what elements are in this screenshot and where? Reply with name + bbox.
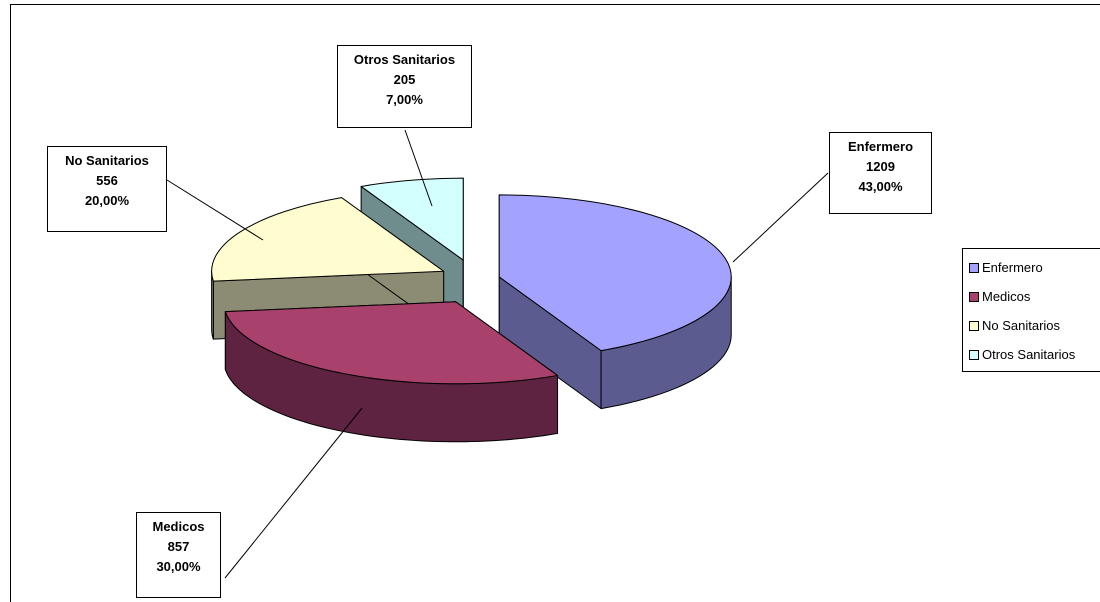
slice-top bbox=[224, 301, 559, 385]
legend-swatch bbox=[969, 262, 979, 273]
label-category: Medicos bbox=[152, 519, 205, 534]
label-percent: 20,00% bbox=[84, 193, 130, 208]
legend: Enfermero Medicos No Sanitarios Otros Sa… bbox=[962, 248, 1100, 372]
label-value: 857 bbox=[167, 539, 190, 554]
data-label-otros-sanitarios: Otros Sanitarios 205 7,00% bbox=[337, 45, 472, 128]
slice-top bbox=[360, 177, 464, 261]
label-category: Otros Sanitarios bbox=[353, 52, 456, 67]
legend-label: Otros Sanitarios bbox=[982, 347, 1076, 362]
leader-line-no-sanitarios bbox=[166, 179, 264, 241]
label-percent: 30,00% bbox=[156, 559, 201, 574]
data-label-no-sanitarios: No Sanitarios 556 20,00% bbox=[47, 146, 167, 232]
legend-item-medicos: Medicos bbox=[963, 282, 1100, 311]
legend-item-enfermero: Enfermero bbox=[963, 253, 1100, 282]
label-value: 1209 bbox=[866, 159, 895, 174]
legend-swatch bbox=[969, 320, 979, 331]
legend-item-otros-sanitarios: Otros Sanitarios bbox=[963, 340, 1100, 369]
legend-swatch bbox=[969, 291, 979, 302]
legend-swatch bbox=[969, 349, 979, 360]
legend-label: Enfermero bbox=[982, 260, 1043, 275]
slice-top bbox=[211, 197, 445, 282]
slice-top bbox=[498, 194, 732, 352]
label-category: No Sanitarios bbox=[65, 153, 149, 168]
label-percent: 7,00% bbox=[386, 92, 423, 107]
legend-label: No Sanitarios bbox=[982, 318, 1061, 333]
data-label-enfermero: Enfermero 1209 43,00% bbox=[829, 132, 932, 214]
label-value: 556 bbox=[96, 173, 118, 188]
legend-item-no-sanitarios: No Sanitarios bbox=[963, 311, 1100, 340]
pie-slice-enfermero bbox=[498, 194, 732, 410]
label-percent: 43,00% bbox=[858, 179, 903, 194]
pie-slice-medicos bbox=[224, 301, 559, 443]
data-label-medicos: Medicos 857 30,00% bbox=[136, 512, 221, 598]
label-category: Enfermero bbox=[847, 139, 914, 154]
leader-line-medicos bbox=[224, 407, 363, 579]
leader-line-enfermero bbox=[732, 172, 829, 263]
leader-line-otros-sanitarios bbox=[404, 129, 433, 207]
chart-frame bbox=[10, 4, 1100, 602]
label-value: 205 bbox=[393, 72, 416, 87]
legend-label: Medicos bbox=[982, 289, 1031, 304]
pie-slice-no-sanitarios bbox=[211, 197, 445, 340]
